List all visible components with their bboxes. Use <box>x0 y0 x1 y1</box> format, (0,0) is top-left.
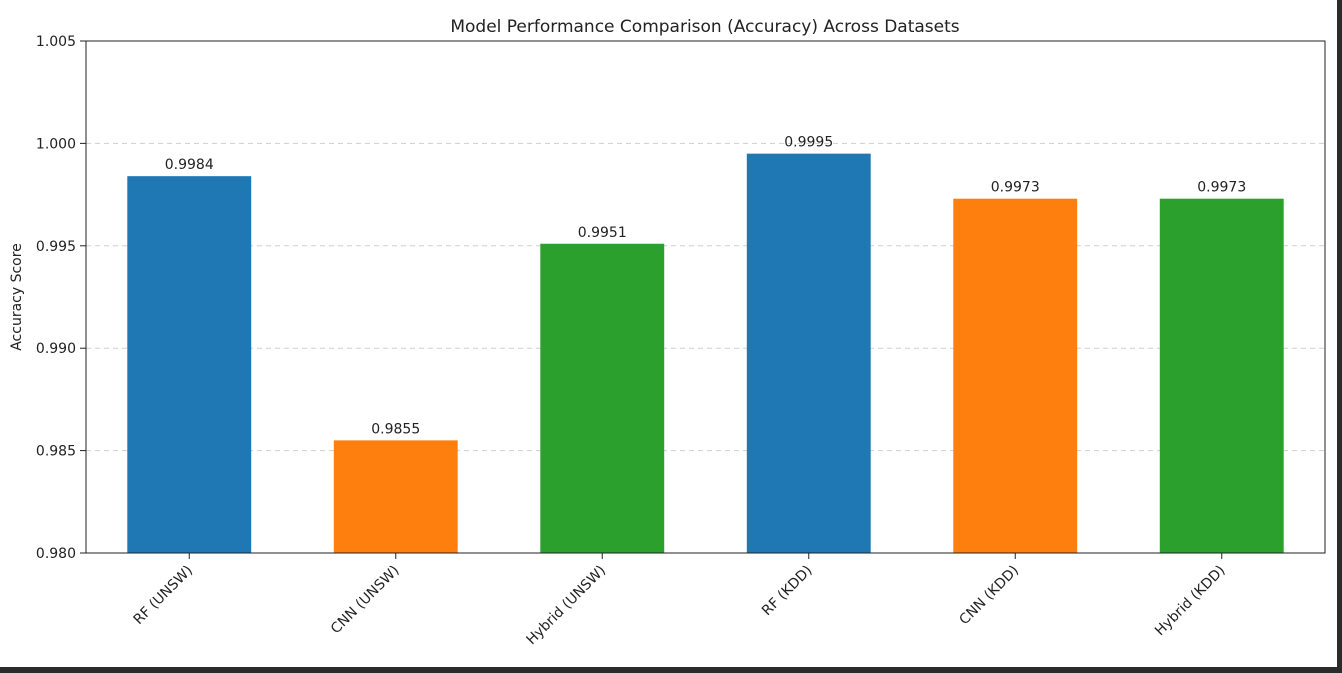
bar <box>127 176 252 553</box>
bar <box>953 198 1078 554</box>
y-tick-label: 0.980 <box>36 546 76 562</box>
bar <box>333 440 458 553</box>
data-labels: 0.9984 0.9855 0.9951 0.9995 0.9973 0.9973 <box>165 135 1247 438</box>
data-label: 0.9984 <box>165 157 214 173</box>
x-tick-label: RF (KDD) <box>759 563 816 620</box>
x-ticks: RF (UNSW) CNN (UNSW) Hybrid (UNSW) RF (KDD)… <box>131 553 1229 648</box>
data-label: 0.9995 <box>784 135 833 151</box>
data-label: 0.9973 <box>1197 180 1246 196</box>
gridlines <box>86 40 1325 554</box>
y-ticks: 0.980 0.985 0.990 0.995 1.000 1.005 <box>36 34 86 562</box>
y-tick-label: 1.000 <box>36 136 76 152</box>
x-tick-label: Hybrid (UNSW) <box>523 563 609 649</box>
data-label: 0.9973 <box>991 180 1040 196</box>
x-tick-label: CNN (UNSW) <box>328 563 403 638</box>
bar <box>746 153 871 553</box>
data-label: 0.9951 <box>578 225 627 241</box>
bars <box>127 153 1284 554</box>
data-label: 0.9855 <box>371 421 420 437</box>
y-tick-label: 0.985 <box>36 444 76 460</box>
x-tick-label: Hybrid (KDD) <box>1152 563 1229 640</box>
y-tick-label: 0.990 <box>36 341 76 357</box>
x-tick-label: RF (UNSW) <box>131 563 196 628</box>
plot-frame <box>85 40 1326 554</box>
x-tick-label: CNN (KDD) <box>956 563 1022 629</box>
axes <box>85 40 1326 554</box>
chart-title: Model Performance Comparison (Accuracy) … <box>450 17 959 37</box>
y-tick-label: 1.005 <box>36 34 76 50</box>
y-axis-label: Accuracy Score <box>9 243 25 351</box>
bar <box>1159 198 1284 554</box>
bar <box>540 243 665 553</box>
y-tick-label: 0.995 <box>36 239 76 255</box>
